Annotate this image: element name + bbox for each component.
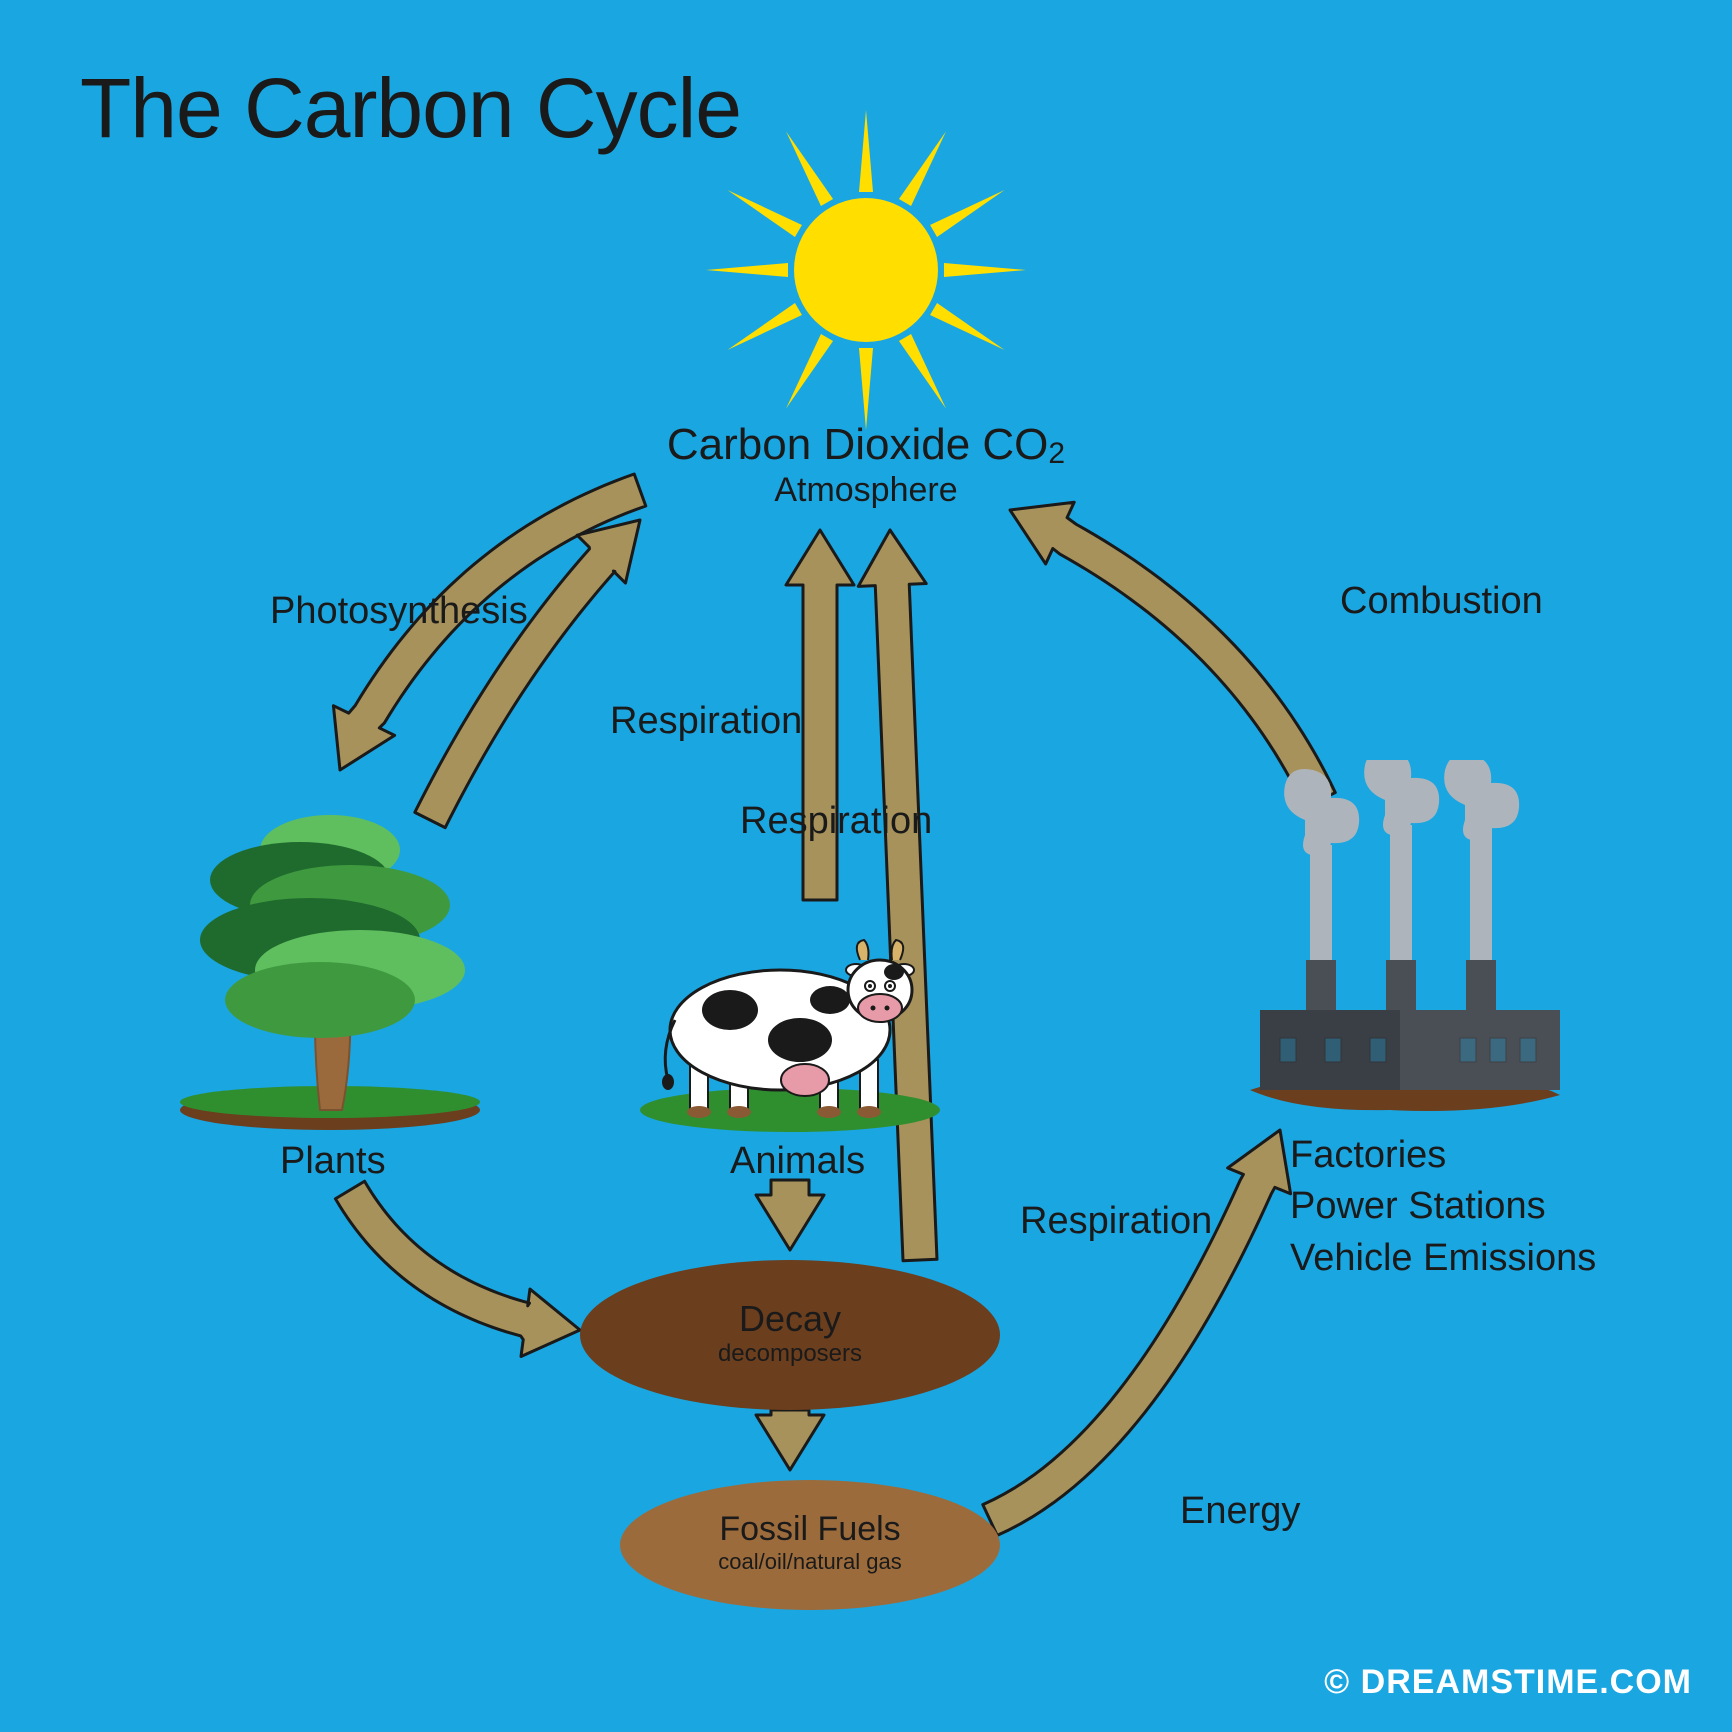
cow-icon <box>630 900 950 1140</box>
animals-label: Animals <box>730 1140 865 1183</box>
factories-label: Factories Power Stations Vehicle Emissio… <box>1290 1130 1596 1284</box>
edge-label-respiration-decay: Respiration <box>1020 1200 1212 1243</box>
edge-label-respiration-plants: Respiration <box>610 700 802 743</box>
edge-label-combustion: Combustion <box>1340 580 1543 623</box>
fossil-label: Fossil Fuels coal/oil/natural gas <box>580 1510 1040 1575</box>
factory-icon <box>1210 760 1590 1120</box>
edge-label-fossil-to-factories: Energy <box>1180 1490 1300 1533</box>
tree-icon <box>170 760 490 1140</box>
arrow-respiration-decay <box>858 530 937 1261</box>
credit-text: © DREAMSTIME.COM <box>1324 1663 1692 1702</box>
arrow-animals-to-decay <box>756 1180 824 1250</box>
edge-label-photosynthesis: Photosynthesis <box>270 590 528 633</box>
decay-label: Decay decomposers <box>540 1298 1040 1368</box>
edge-label-respiration-animals: Respiration <box>740 800 932 843</box>
diagram-stage: The Carbon Cycle Carbon Dioxide CO2 Atmo… <box>0 0 1732 1732</box>
plants-label: Plants <box>280 1140 386 1183</box>
